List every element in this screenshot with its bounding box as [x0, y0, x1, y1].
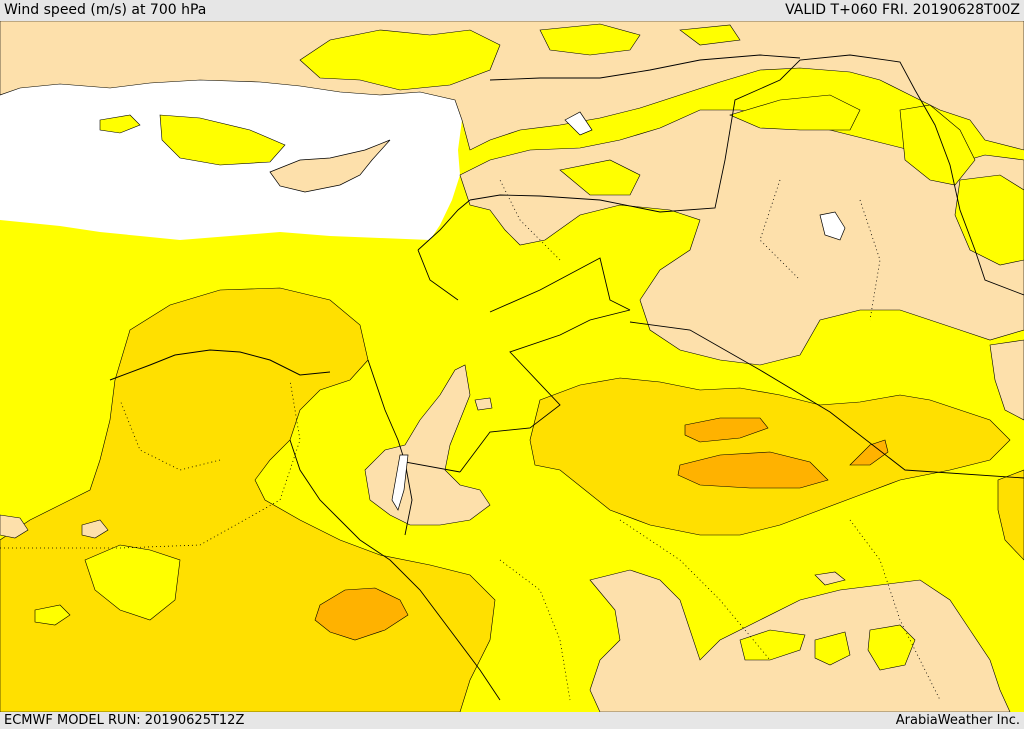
political-borders — [367, 54, 1024, 536]
strong-wind-patch — [314, 587, 409, 641]
wind-patch — [679, 24, 741, 46]
strong-wind-patch — [849, 439, 889, 466]
gulf-of-suez — [289, 439, 501, 701]
wind-patch — [99, 114, 141, 134]
cyprus-island — [269, 139, 391, 193]
admin-boundaries — [0, 179, 941, 701]
nile-delta-coast — [109, 349, 331, 381]
header-bar: Wind speed (m/s) at 700 hPa VALID T+060 … — [0, 0, 1024, 21]
wind-patch — [867, 624, 916, 671]
wind-patch — [159, 114, 286, 166]
valid-time: VALID T+060 FRI. 20190628T00Z — [785, 2, 1020, 18]
wind-patch — [729, 94, 861, 131]
credit-label: ArabiaWeather Inc. — [895, 713, 1020, 728]
model-run-label: ECMWF MODEL RUN: 20190625T12Z — [4, 713, 245, 728]
calm-patch — [0, 514, 29, 539]
weather-map — [0, 21, 1024, 712]
wind-patch — [299, 29, 501, 91]
calm-patch — [814, 571, 846, 586]
calm-patch — [81, 519, 109, 539]
wind-patch — [899, 104, 976, 186]
footer-bar: ECMWF MODEL RUN: 20190625T12Z ArabiaWeat… — [0, 712, 1024, 729]
wind-patch — [814, 631, 851, 666]
lake — [819, 211, 846, 241]
map-title: Wind speed (m/s) at 700 hPa — [4, 2, 207, 18]
strong-wind-patch — [677, 451, 829, 489]
wind-patch — [997, 469, 1024, 561]
calm-patch — [474, 397, 493, 411]
dead-sea — [391, 454, 409, 511]
lake — [564, 111, 593, 136]
wind-patch — [34, 604, 71, 626]
strong-wind-patch — [684, 417, 769, 443]
wind-patch — [84, 544, 181, 621]
wind-patch — [559, 159, 641, 196]
wind-patch — [739, 629, 806, 661]
wind-patch — [539, 23, 641, 56]
calm-region-far-east — [989, 339, 1024, 421]
